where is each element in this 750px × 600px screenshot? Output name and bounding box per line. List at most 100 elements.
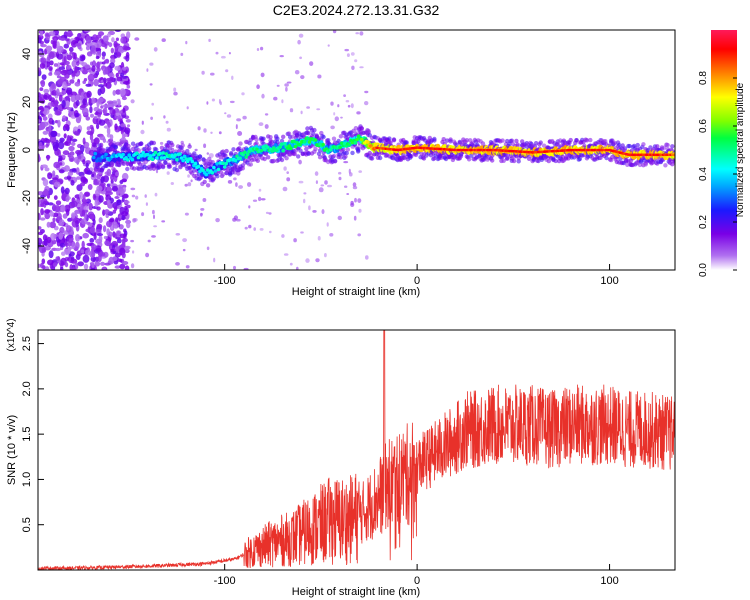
- heatmap-noise-cell: [213, 257, 216, 263]
- heatmap-ridge-halo: [202, 179, 207, 185]
- heatmap-noise-cell: [112, 221, 118, 226]
- heatmap-noise-cell: [260, 46, 264, 51]
- heatmap-noise-cell: [132, 218, 137, 223]
- heatmap-noise-cell: [40, 198, 48, 204]
- heatmap-ridge-core: [246, 152, 250, 157]
- heatmap-noise-cell: [102, 225, 107, 233]
- heatmap-noise-cell: [53, 161, 61, 169]
- heatmap-noise-cell: [60, 37, 66, 42]
- heatmap-noise-cell: [248, 224, 252, 229]
- heatmap-noise-cell: [81, 218, 87, 225]
- heatmap-noise-cell: [346, 53, 350, 57]
- heatmap-noise-cell: [65, 89, 72, 94]
- heatmap-noise-cell: [108, 218, 115, 223]
- heatmap-noise-cell: [79, 153, 85, 161]
- heatmap-ridge-halo: [210, 160, 215, 165]
- heatmap-noise-cell: [149, 83, 153, 86]
- heatmap-ridge-core: [196, 164, 201, 169]
- heatmap-ridge-halo: [154, 147, 159, 152]
- heatmap-noise-cell: [116, 51, 122, 58]
- heatmap-ridge-halo: [137, 162, 143, 167]
- heatmap-noise-cell: [106, 199, 111, 205]
- heatmap-noise-cell: [71, 138, 78, 142]
- heatmap-ridge-halo: [466, 157, 472, 162]
- heatmap-noise-cell: [62, 81, 67, 90]
- heatmap-noise-cell: [39, 87, 44, 91]
- heatmap-noise-cell: [42, 121, 49, 127]
- heatmap-noise-cell: [77, 155, 82, 160]
- colorbar-tick-label: 0.2: [698, 215, 709, 229]
- heatmap-noise-cell: [122, 107, 126, 113]
- heatmap-ridge-halo: [625, 162, 630, 167]
- heatmap-noise-cell: [82, 232, 89, 239]
- heatmap-noise-cell: [96, 233, 103, 237]
- heatmap-noise-cell: [86, 221, 91, 225]
- heatmap-noise-cell: [102, 107, 108, 115]
- heatmap-noise-cell: [354, 59, 358, 63]
- heatmap-noise-cell: [47, 113, 53, 120]
- heatmap-noise-cell: [115, 37, 119, 42]
- heatmap-noise-cell: [351, 65, 355, 71]
- heatmap-noise-cell: [122, 193, 129, 199]
- heatmap-noise-cell: [340, 116, 343, 119]
- heatmap-noise-cell: [229, 100, 235, 104]
- heatmap-ridge-halo: [321, 134, 326, 140]
- heatmap-ridge-core: [298, 142, 302, 147]
- heatmap-noise-cell: [43, 188, 49, 197]
- heatmap-noise-cell: [100, 261, 105, 266]
- heatmap-noise-cell: [315, 258, 320, 263]
- heatmap-noise-cell: [82, 98, 88, 106]
- heatmap-noise-cell: [60, 266, 64, 270]
- heatmap-noise-cell: [119, 263, 126, 270]
- heatmap-ridge-core: [293, 144, 298, 149]
- heatmap-ridge-core: [222, 165, 227, 169]
- heatmap-ridge-halo: [167, 164, 173, 169]
- heatmap-noise-cell: [161, 38, 166, 42]
- heatmap-noise-cell: [64, 72, 70, 79]
- heatmap-noise-cell: [225, 69, 229, 73]
- heatmap-noise-cell: [242, 115, 247, 120]
- heatmap-noise-cell: [264, 113, 269, 116]
- heatmap-noise-cell: [320, 184, 325, 187]
- heatmap-noise-cell: [146, 68, 149, 72]
- heatmap-ridge-core: [359, 137, 364, 142]
- heatmap-ridge-halo: [151, 140, 157, 146]
- heatmap-noise-cell: [49, 211, 55, 217]
- heatmap-noise-cell: [233, 177, 237, 181]
- heatmap-noise-cell: [49, 97, 56, 102]
- heatmap-noise-cell: [149, 62, 154, 66]
- heatmap-noise-cell: [46, 236, 52, 244]
- heatmap-noise-cell: [194, 148, 198, 152]
- heatmap-noise-cell: [66, 65, 71, 70]
- heatmap-noise-cell: [248, 205, 251, 209]
- heatmap-ridge-core: [216, 167, 221, 172]
- heatmap-noise-cell: [74, 209, 80, 214]
- heatmap-noise-cell: [122, 66, 127, 71]
- heatmap-noise-cell: [66, 134, 71, 143]
- heatmap-noise-cell: [112, 109, 116, 115]
- heatmap-ridge-halo: [284, 156, 289, 161]
- heatmap-noise-cell: [89, 106, 93, 114]
- heatmap-noise-cell: [106, 220, 112, 228]
- heatmap-noise-cell: [110, 47, 115, 54]
- heatmap-ridge-core: [278, 145, 282, 150]
- heatmap-noise-cell: [173, 91, 178, 96]
- heatmap-noise-cell: [298, 33, 304, 38]
- heatmap-noise-cell: [210, 72, 215, 76]
- heatmap-noise-cell: [243, 267, 249, 270]
- heatmap-noise-cell: [83, 112, 89, 116]
- heatmap-noise-cell: [74, 66, 78, 74]
- heatmap-noise-cell: [39, 62, 46, 69]
- heatmap-noise-cell: [338, 176, 342, 181]
- heatmap-noise-cell: [38, 154, 41, 162]
- heatmap-ridge-core: [213, 169, 218, 173]
- heatmap-noise-cell: [50, 130, 57, 138]
- heatmap-noise-cell: [64, 204, 71, 213]
- heatmap-noise-cell: [42, 130, 49, 135]
- heatmap-ridge-core: [270, 149, 275, 153]
- snr-x-axis-label: Height of straight line (km): [292, 586, 420, 598]
- heatmap-ridge-core: [179, 156, 184, 160]
- heatmap-noise-cell: [109, 76, 114, 81]
- heatmap-noise-cell: [215, 218, 220, 223]
- heatmap-noise-cell: [276, 84, 280, 87]
